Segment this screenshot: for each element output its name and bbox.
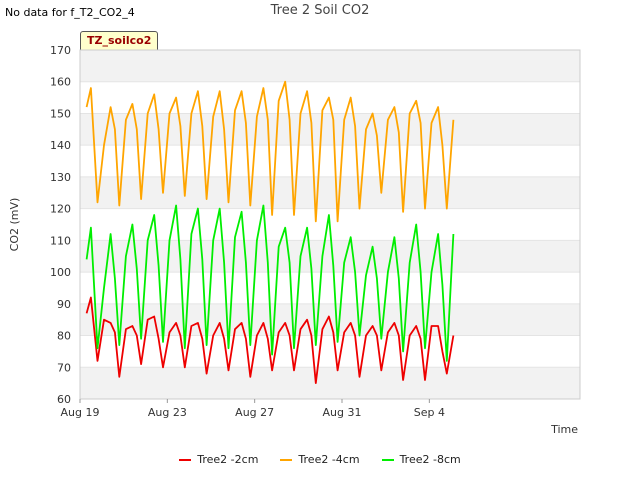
y-tick-label: 90 [57,298,71,311]
x-tick-label: Aug 19 [61,406,100,419]
grid-band [80,113,580,146]
grid-band [80,272,580,304]
x-axis-label: Time [550,423,578,436]
legend-swatch [381,458,394,461]
y-tick-label: 100 [50,266,71,279]
y-tick-label: 120 [50,203,71,216]
grid-band [80,176,580,209]
legend-label: Tree2 -2cm [197,453,259,466]
chart-title: Tree 2 Soil CO2 [270,3,370,18]
y-tick-label: 110 [50,234,71,247]
site-tag-label: TZ_soilco2 [80,31,159,51]
y-tick-label: 60 [57,393,71,406]
no-data-message: No data for f_T2_CO2_4 [5,6,135,19]
x-tick-label: Aug 27 [235,406,274,419]
y-tick-label: 140 [50,139,71,152]
x-tick-label: Sep 4 [414,406,445,419]
chart-legend: Tree2 -2cm Tree2 -4cm Tree2 -8cm [0,453,640,466]
legend-label: Tree2 -4cm [298,453,360,466]
grid-band [80,145,580,177]
plot-frame [79,49,581,400]
y-tick-label: 130 [50,171,71,184]
x-tick-label: Aug 23 [148,406,187,419]
series-line-2 [85,80,455,223]
series-line-3 [85,204,455,362]
grid-band [80,50,580,82]
legend-label: Tree2 -8cm [399,453,461,466]
y-tick-label: 160 [50,76,71,89]
grid-band [80,335,580,368]
grid-band [80,81,580,114]
series-line-1 [85,296,455,385]
legend-item-1: Tree2 -2cm [179,453,258,466]
y-tick-label: 170 [50,44,71,57]
legend-swatch [179,458,192,461]
y-tick-label: 70 [57,361,71,374]
x-tick-label: Aug 31 [323,406,362,419]
y-tick-label: 80 [57,330,71,343]
legend-item-2: Tree2 -4cm [280,453,360,466]
y-tick-label: 150 [50,107,71,120]
grid-band [80,367,580,399]
grid-band [80,240,580,273]
y-axis-label: CO2 (mV) [8,198,21,252]
legend-item-3: Tree2 -8cm [381,453,461,466]
legend-swatch [280,458,293,461]
